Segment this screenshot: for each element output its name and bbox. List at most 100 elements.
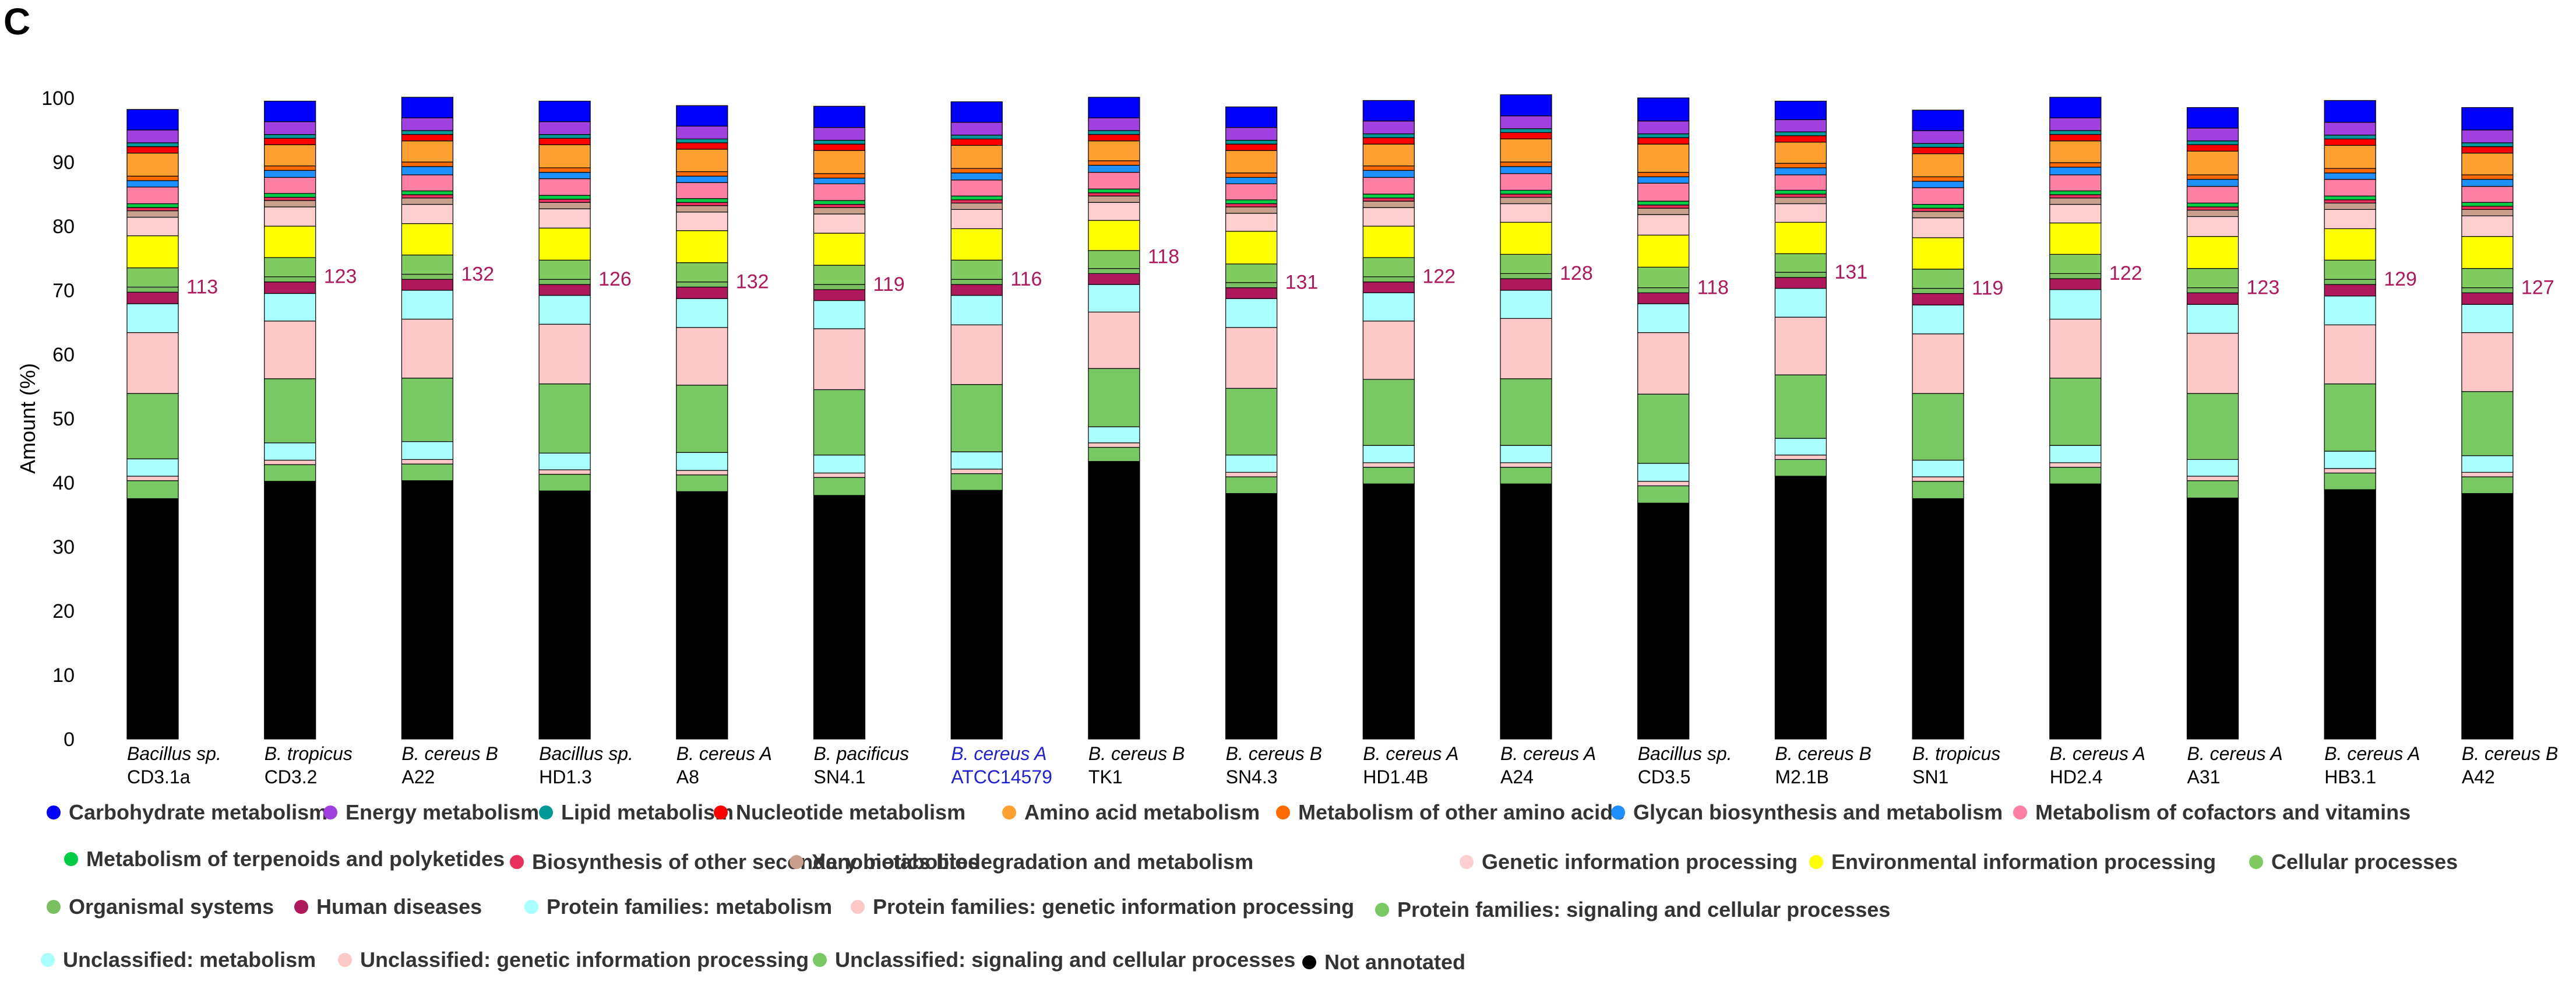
legend-swatch bbox=[294, 900, 308, 914]
bar-segment bbox=[1500, 378, 1552, 446]
x-label-species: B. cereus A bbox=[951, 743, 1046, 764]
bar-annotation: 122 bbox=[2109, 262, 2142, 284]
bar-segment bbox=[1637, 303, 1690, 333]
y-tick-label: 0 bbox=[64, 729, 75, 751]
bar-segment bbox=[1637, 332, 1690, 395]
bar-segment bbox=[1225, 493, 1278, 740]
x-label-species: B. cereus B bbox=[2462, 743, 2558, 764]
bar-segment bbox=[1362, 257, 1415, 277]
legend-item: Unclassified: genetic information proces… bbox=[338, 948, 809, 972]
bar-segment bbox=[676, 230, 728, 263]
legend-label: Protein families: signaling and cellular… bbox=[1397, 898, 1891, 921]
legend-item: Protein families: metabolism bbox=[524, 895, 832, 919]
bar-segment bbox=[264, 144, 316, 167]
bar-segment bbox=[1362, 226, 1415, 258]
y-tick-label: 100 bbox=[41, 87, 75, 110]
x-label-species: B. tropicus bbox=[1912, 743, 2000, 764]
bar-annotation: 127 bbox=[2521, 276, 2554, 298]
bar-segment bbox=[2324, 451, 2376, 469]
bar-segment bbox=[1912, 269, 1964, 289]
bar-segment bbox=[126, 109, 179, 131]
bar-segment bbox=[2186, 459, 2239, 477]
bar-segment bbox=[1088, 461, 1140, 740]
bar-segment bbox=[401, 97, 454, 118]
bar-ATCC14579 bbox=[950, 101, 1003, 740]
legend-label: Metabolism of cofactors and vitamins bbox=[2035, 800, 2411, 824]
y-tick-label: 60 bbox=[52, 344, 75, 366]
bar-segment bbox=[1362, 292, 1415, 322]
bar-segment bbox=[1912, 393, 1964, 461]
bar-segment bbox=[813, 265, 866, 285]
y-tick-label: 10 bbox=[52, 664, 75, 687]
bar-segment bbox=[2461, 186, 2514, 203]
legend-item: Glycan biosynthesis and metabolism bbox=[1611, 800, 2003, 825]
bar-segment bbox=[950, 209, 1003, 229]
bar-segment bbox=[950, 324, 1003, 385]
bar-segment bbox=[1500, 138, 1552, 163]
bar-segment bbox=[2461, 153, 2514, 175]
bar-segment bbox=[538, 295, 591, 325]
x-label-strain: HD1.4B bbox=[1363, 766, 1428, 787]
bar-segment bbox=[2049, 204, 2102, 224]
bar-segment bbox=[1362, 445, 1415, 463]
x-label-species: B. tropicus bbox=[265, 743, 353, 764]
bar-segment bbox=[1225, 263, 1278, 283]
bar-segment bbox=[126, 153, 179, 177]
bar-segment bbox=[264, 321, 316, 379]
bar-segment bbox=[813, 213, 866, 234]
bar-segment bbox=[1500, 203, 1552, 223]
bar-segment bbox=[538, 474, 591, 491]
x-label-strain: SN1 bbox=[1912, 766, 1948, 787]
x-label-species: B. cereus A bbox=[1500, 743, 1596, 764]
bar-segment bbox=[950, 473, 1003, 491]
bar-segment bbox=[1774, 459, 1827, 477]
x-label-species: B. cereus A bbox=[2050, 743, 2145, 764]
bar-segment bbox=[1774, 476, 1827, 740]
bar-segment bbox=[1225, 388, 1278, 456]
bar-segment bbox=[401, 378, 454, 442]
bar-segment bbox=[2324, 489, 2376, 740]
bar-segment bbox=[676, 105, 728, 126]
bar-segment bbox=[1637, 485, 1690, 504]
bar-annotation: 116 bbox=[1010, 268, 1042, 290]
bar-segment bbox=[950, 451, 1003, 470]
bar-segment bbox=[676, 149, 728, 173]
bar-segment bbox=[1500, 290, 1552, 319]
legend-swatch bbox=[323, 805, 337, 819]
legend-label: Metabolism of terpenoids and polyketides bbox=[86, 847, 505, 871]
bar-annotation: 132 bbox=[736, 271, 769, 293]
bar-segment bbox=[813, 233, 866, 266]
bar-segment bbox=[1774, 253, 1827, 273]
legend-item: Carbohydrate metabolism bbox=[47, 800, 327, 825]
bar-segment bbox=[401, 441, 454, 460]
bar-annotation: 118 bbox=[1697, 276, 1729, 298]
bar-segment bbox=[1637, 182, 1690, 202]
legend-label: Unclassified: signaling and cellular pro… bbox=[835, 948, 1296, 972]
bar-segment bbox=[950, 295, 1003, 325]
bar-segment bbox=[813, 389, 866, 456]
bar-segment bbox=[2324, 472, 2376, 490]
legend-swatch bbox=[1809, 855, 1823, 869]
legend-item: Nucleotide metabolism bbox=[714, 800, 965, 825]
legend-swatch bbox=[1375, 903, 1389, 917]
bar-segment bbox=[264, 100, 316, 122]
y-tick-label: 30 bbox=[52, 536, 75, 558]
bar-segment bbox=[1637, 214, 1690, 236]
bar-segment bbox=[1225, 231, 1278, 265]
bar-HB3.1 bbox=[2324, 100, 2376, 740]
bar-HD1.3 bbox=[538, 100, 591, 740]
panel-label: C bbox=[3, 1, 31, 43]
bar-segment bbox=[950, 228, 1003, 261]
bar-segment bbox=[1088, 172, 1140, 189]
bar-segment bbox=[2049, 318, 2102, 379]
bar-segment bbox=[2049, 445, 2102, 463]
x-label-species: B. cereus A bbox=[2187, 743, 2283, 764]
y-tick-label: 40 bbox=[52, 472, 75, 494]
bar-segment bbox=[2461, 236, 2514, 269]
x-label-species: B. cereus B bbox=[1226, 743, 1322, 764]
legend-label: Xenobiotics biodegradation and metabolis… bbox=[812, 850, 1254, 874]
x-label-species: B. cereus A bbox=[2324, 743, 2420, 764]
bar-segment bbox=[950, 384, 1003, 452]
bar-segment bbox=[1362, 177, 1415, 195]
